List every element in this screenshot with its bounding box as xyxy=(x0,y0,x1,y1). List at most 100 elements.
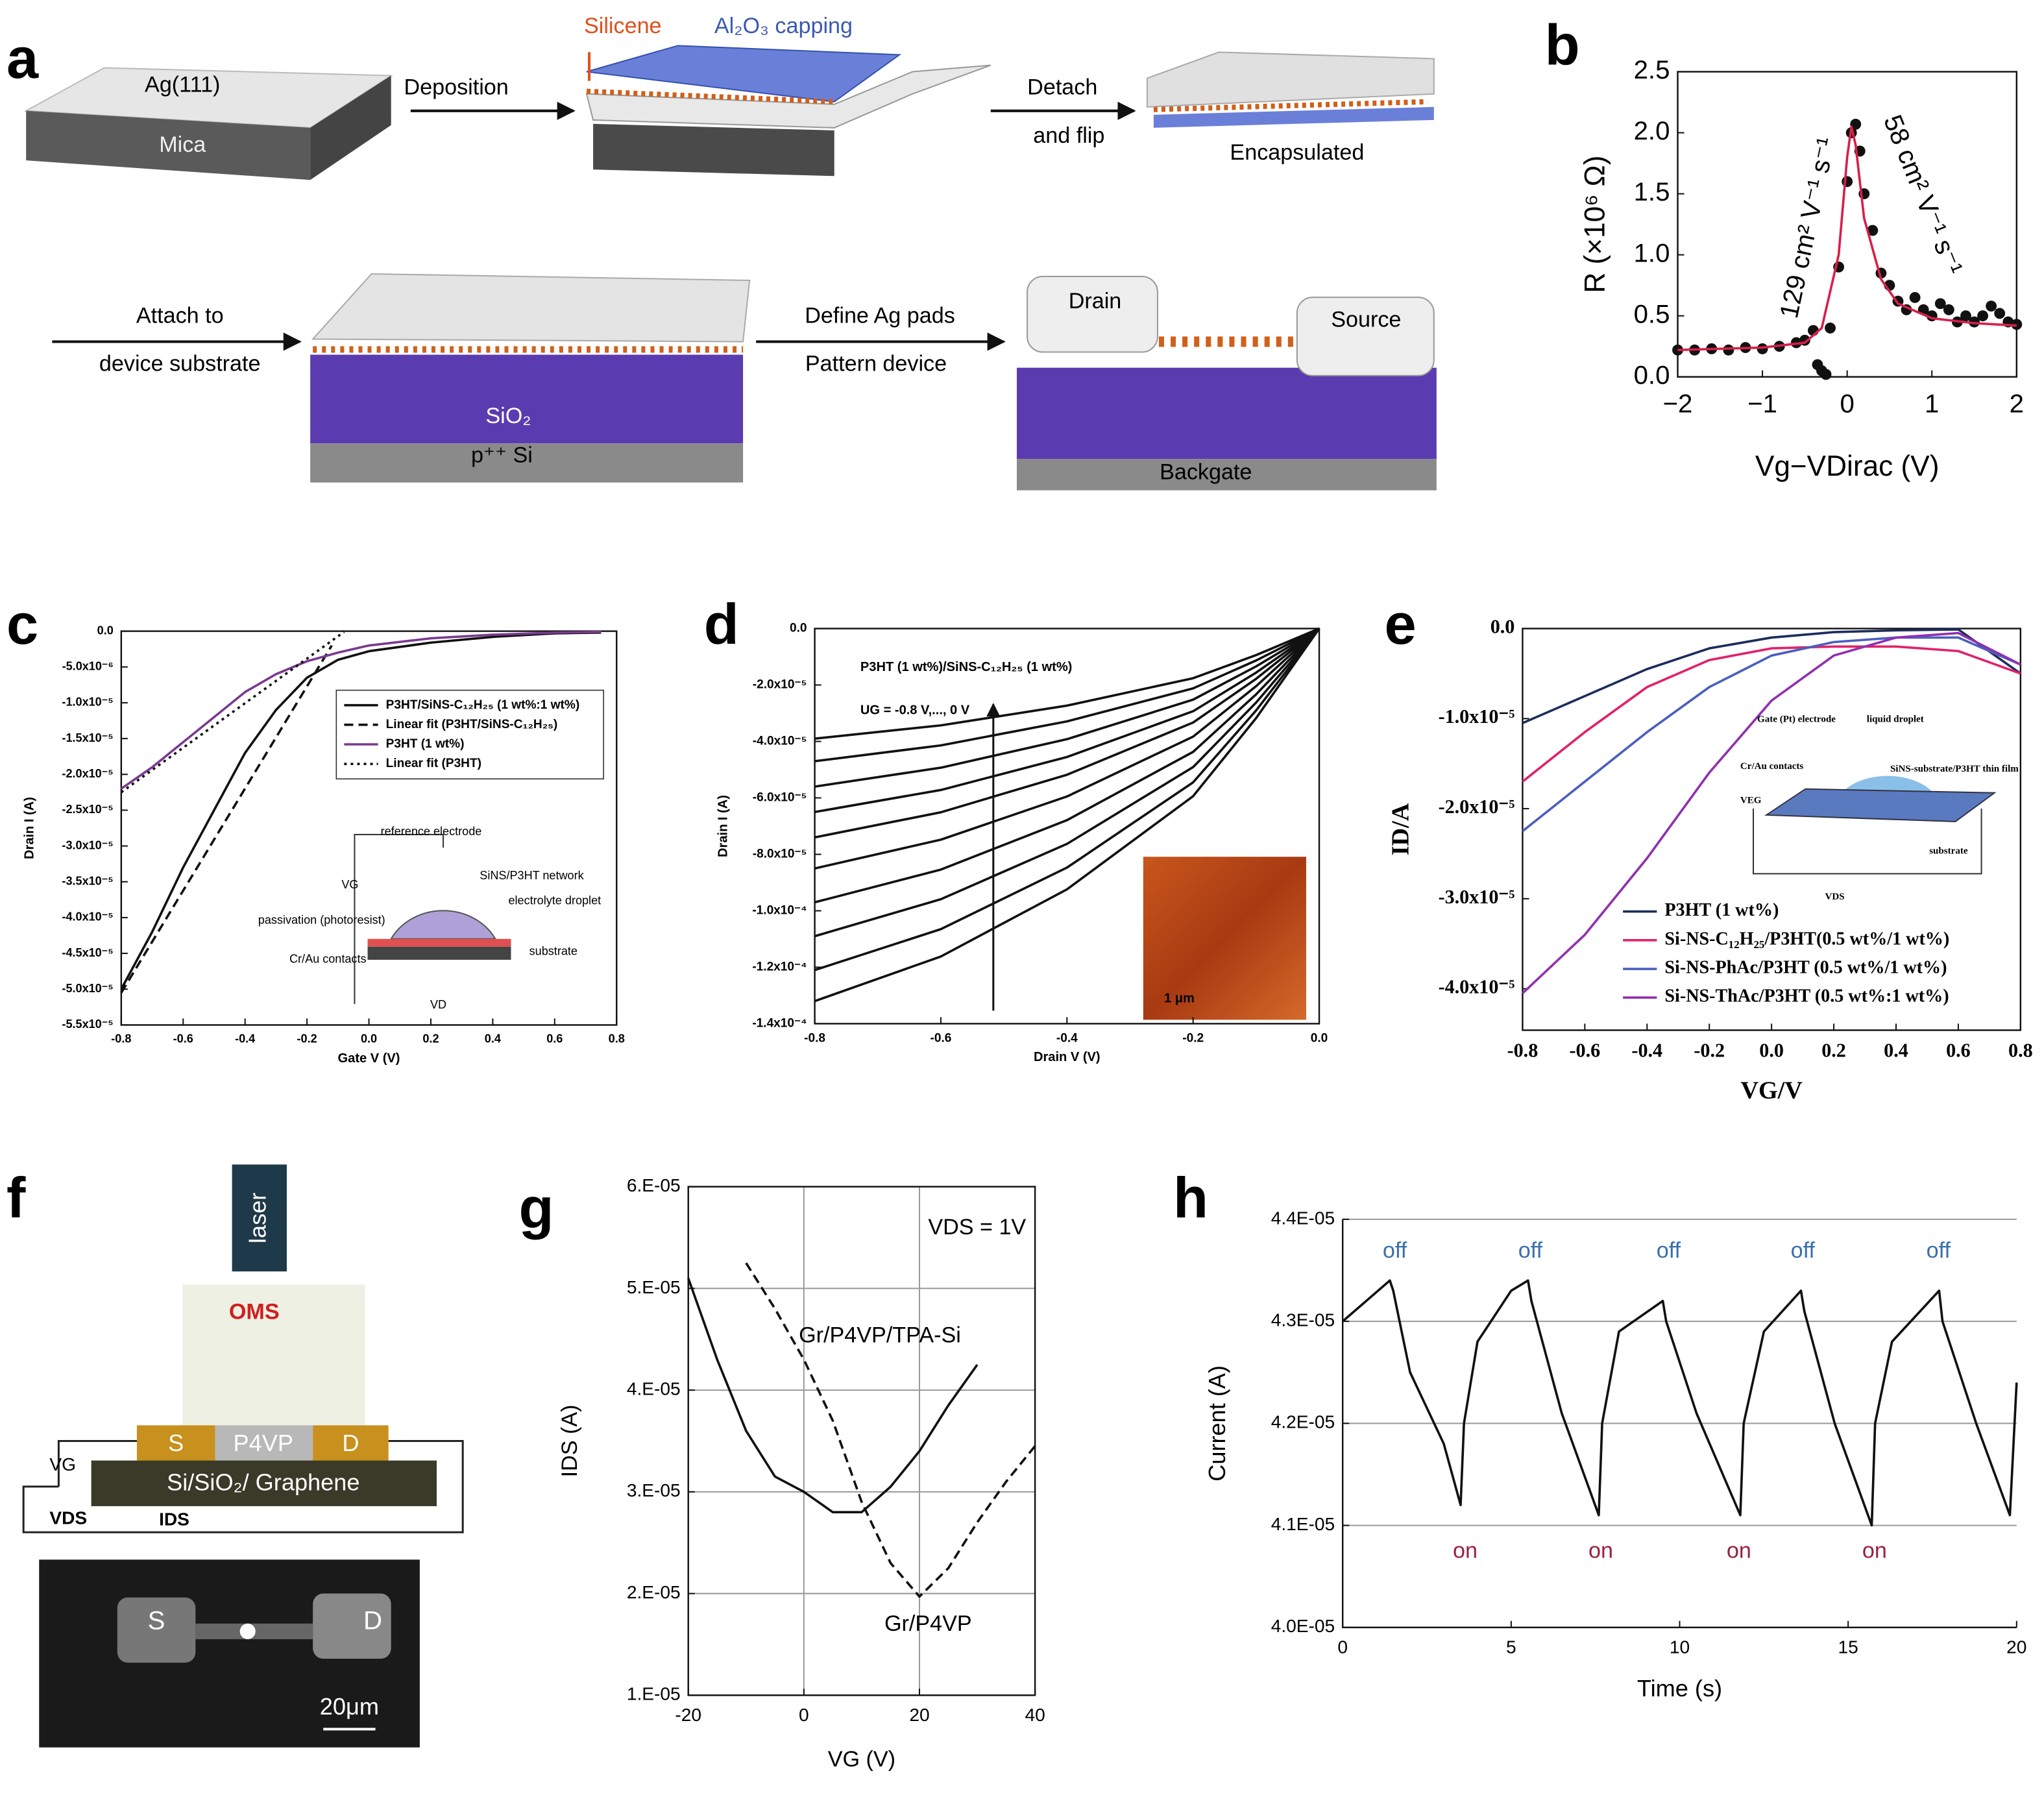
annotation: Cr/Au contacts xyxy=(1740,761,1804,772)
x-tick-label: -0.4 xyxy=(1631,1040,1662,1062)
data-point xyxy=(1934,298,1946,310)
annotation: VD xyxy=(430,998,446,1011)
label: device substrate xyxy=(99,352,261,376)
annotation: off xyxy=(1927,1238,1951,1263)
panel-label: h xyxy=(1173,1166,1208,1230)
y-tick-label: -4.0x10⁻⁵ xyxy=(753,735,807,748)
frame xyxy=(687,1186,1036,1696)
annotation: VDS = 1V xyxy=(928,1215,1026,1239)
label: IDS xyxy=(159,1509,189,1529)
label: Source xyxy=(1331,307,1401,332)
legend-label: P3HT (1 wt%) xyxy=(1664,900,1779,920)
annotation: Cr/Au contacts xyxy=(289,953,367,966)
series-line xyxy=(814,628,1320,971)
y-tick-label: -2.5x10⁻⁵ xyxy=(62,803,113,816)
y-tick-label: 4.2E-05 xyxy=(1271,1412,1335,1432)
legend-label: Linear fit (P3HT/SiNS-C₁₂H₂₅) xyxy=(386,718,558,731)
y-axis-label: Current (A) xyxy=(1204,1365,1230,1482)
x-tick-label: 0 xyxy=(799,1705,809,1725)
annotation: Gate (Pt) electrode xyxy=(1757,714,1836,725)
x-tick-label: 1 xyxy=(1925,389,1939,419)
label: D xyxy=(342,1430,359,1456)
panel-labels: a b c d e f g h xyxy=(6,13,1580,1240)
x-tick-label: 2 xyxy=(2010,389,2024,419)
frame xyxy=(1677,71,2018,378)
series-line xyxy=(814,628,1320,938)
legend-label: P3HT/SiNS-C₁₂H₂₅ (1 wt%:1 wt%) xyxy=(386,698,580,712)
y-tick-label: -2.0x10⁻⁵ xyxy=(62,767,113,780)
series-line xyxy=(745,1262,1036,1598)
x-tick-label: 0.8 xyxy=(609,1032,625,1045)
label: p⁺⁺ Si xyxy=(471,443,533,467)
annotation: off xyxy=(1383,1238,1407,1263)
x-axis-label: Gate V (V) xyxy=(338,1051,400,1066)
y-tick-label: -3.0x10⁻⁵ xyxy=(1439,886,1515,908)
x-axis-label: Vg−VDirac (V) xyxy=(1755,450,1940,482)
series-line xyxy=(814,628,1320,870)
y-tick-label: -1.4x10⁻⁴ xyxy=(752,1016,807,1030)
x-tick-label: 0 xyxy=(1337,1637,1348,1657)
data-point xyxy=(1960,310,1971,322)
substrate xyxy=(367,946,511,960)
source-pad xyxy=(1296,297,1435,376)
y-tick-label: 6.E-05 xyxy=(627,1175,681,1195)
panel-label: g xyxy=(519,1176,554,1240)
series-line xyxy=(1522,628,2021,724)
x-axis-label: VG (V) xyxy=(828,1747,895,1772)
annotation: 1 μm xyxy=(1164,992,1195,1006)
y-tick-label: -5.0x10⁻⁶ xyxy=(62,660,114,673)
panel-label: c xyxy=(6,592,38,656)
label: Silicene xyxy=(584,14,662,38)
x-tick-label: 0.0 xyxy=(1311,1032,1328,1045)
series-label: Gr/P4VP xyxy=(884,1611,972,1636)
slab-side xyxy=(310,75,391,180)
panel-label: a xyxy=(6,26,39,90)
x-tick-label: -0.6 xyxy=(173,1032,193,1045)
legend-label: Si-NS-PhAc/P3HT (0.5 wt%/1 wt%) xyxy=(1664,957,1947,977)
label: Detach xyxy=(1027,75,1097,100)
x-tick-label: 40 xyxy=(1025,1705,1045,1725)
drain-electrode xyxy=(313,1425,389,1465)
series-line xyxy=(120,630,602,790)
y-tick-label: -3.0x10⁻⁵ xyxy=(62,838,113,851)
label: Drain xyxy=(1069,289,1122,313)
slab xyxy=(593,123,834,177)
label: Si/SiO₂/ Graphene xyxy=(167,1469,359,1495)
y-tick-label: -5.0x10⁻⁵ xyxy=(62,982,113,995)
y-tick-label: 0.0 xyxy=(1634,360,1670,389)
annotation: P3HT (1 wt%)/SiNS-C₁₂H₂₅ (1 wt%) xyxy=(860,660,1072,674)
y-axis-label: ID/A xyxy=(1387,803,1414,855)
panel-label: b xyxy=(1545,13,1580,77)
annotation: on xyxy=(1862,1538,1887,1563)
x-tick-label: 0.4 xyxy=(1884,1040,1908,1062)
micrograph-pad xyxy=(313,1593,391,1659)
y-axis-label: Drain I (A) xyxy=(23,797,37,859)
label: OMS xyxy=(229,1300,280,1325)
x-tick-label: -20 xyxy=(675,1705,701,1725)
diagram-f: laser OMS S P4VP D Si/SiO₂/ Graphene VG … xyxy=(22,1164,464,1748)
data-point xyxy=(1757,343,1768,354)
y-tick-label: 4.1E-05 xyxy=(1271,1514,1335,1534)
x-tick-label: -0.2 xyxy=(1694,1040,1725,1062)
annotation: off xyxy=(1657,1238,1681,1263)
y-tick-label: 3.E-05 xyxy=(627,1480,681,1500)
label: Backgate xyxy=(1160,459,1252,484)
chart: −2 −1 0 1 2 0.0 0.5 1.0 1.5 2.0 2.5 Vg−VDirac (V) R … xyxy=(1579,55,2024,482)
label: Al₂O₃ capping xyxy=(714,14,853,38)
y-tick-label: -5.5x10⁻⁵ xyxy=(62,1018,113,1031)
droplet xyxy=(389,910,497,940)
graphene-substrate xyxy=(91,1460,437,1506)
silicon xyxy=(310,443,744,483)
series-line xyxy=(687,1278,979,1513)
series-line xyxy=(814,627,1320,763)
substrate xyxy=(1764,788,1997,822)
x-tick-label: 0 xyxy=(1840,389,1854,419)
annotation: VDS xyxy=(1825,892,1845,902)
x-tick-label: -0.8 xyxy=(111,1032,131,1045)
x-tick-label: 0.0 xyxy=(1759,1040,1784,1062)
x-tick-label: −1 xyxy=(1747,389,1777,419)
p4vp xyxy=(215,1425,313,1465)
x-tick-label: 0.2 xyxy=(422,1032,439,1045)
micrograph-pad xyxy=(117,1597,196,1663)
